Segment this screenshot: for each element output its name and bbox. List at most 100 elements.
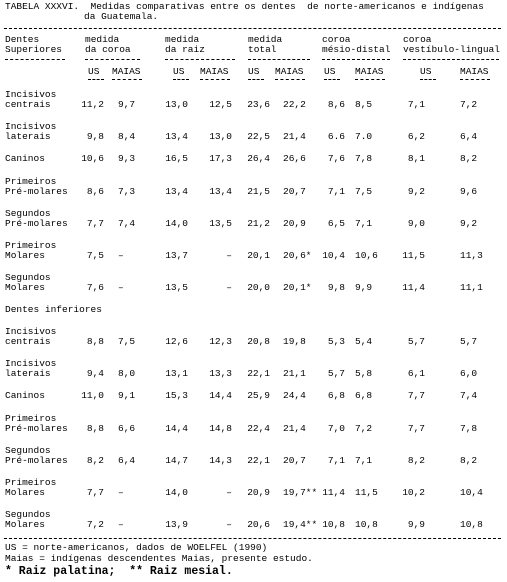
- rule: [355, 79, 385, 80]
- cell: 22,1: [247, 455, 270, 466]
- cell: –: [226, 250, 232, 261]
- cell: 7,7: [407, 423, 425, 434]
- column-subheader: US: [173, 66, 185, 77]
- cell: 11,1: [460, 282, 483, 293]
- column-subheader: MAIAS: [112, 66, 141, 77]
- cell: 13,7: [165, 250, 188, 261]
- rule: [85, 59, 140, 60]
- cell: 8,2: [460, 455, 478, 466]
- row-label: Incisivos: [5, 121, 57, 132]
- cell: 8,2: [460, 153, 478, 164]
- cell: 20,6: [247, 519, 270, 530]
- cell: –: [226, 519, 232, 530]
- cell: 14,3: [209, 455, 232, 466]
- title: TABELA XXXVI. Medidas comparativas entre…: [5, 1, 484, 12]
- cell: 7,6: [327, 153, 345, 164]
- cell: 25,9: [247, 390, 270, 401]
- cell: 7,2: [355, 423, 373, 434]
- rule: [322, 59, 390, 60]
- rule: [324, 79, 340, 80]
- cell: 7,8: [460, 423, 478, 434]
- rule: [4, 538, 501, 539]
- cell: –: [118, 282, 124, 293]
- cell: 14,0: [165, 218, 188, 229]
- cell: 7,8: [355, 153, 373, 164]
- row-label: laterais: [5, 131, 51, 142]
- cell: 10,6: [81, 153, 104, 164]
- cell: 22,1: [247, 368, 270, 379]
- row-label: Pré-molares: [5, 455, 68, 466]
- cell: 13,1: [165, 368, 188, 379]
- rule: [200, 79, 230, 80]
- rule: [165, 59, 235, 60]
- cell: 14,7: [165, 455, 188, 466]
- cell: 13,5: [165, 282, 188, 293]
- cell: 6,8: [355, 390, 373, 401]
- column-subheader: US: [324, 66, 336, 77]
- cell: 11,0: [81, 390, 104, 401]
- cell: 6,4: [118, 455, 136, 466]
- cell: 12,5: [209, 99, 232, 110]
- cell: 8,6: [86, 186, 104, 197]
- cell: 10,8: [460, 519, 483, 530]
- cell: 11,5: [402, 250, 425, 261]
- row-label: centrais: [5, 336, 51, 347]
- column-header: total: [248, 44, 277, 55]
- cell: 14,0: [165, 487, 188, 498]
- row-label: Segundos: [5, 208, 51, 219]
- cell: 10,2: [402, 487, 425, 498]
- row-label: Primeiros: [5, 413, 57, 424]
- cell: 7,1: [407, 99, 425, 110]
- column-header: mésio-distal: [322, 44, 391, 55]
- cell: –: [118, 487, 124, 498]
- row-label: Pré-molares: [5, 218, 68, 229]
- cell: 9,8: [327, 282, 345, 293]
- row-label: Molares: [5, 250, 45, 261]
- rule: [173, 79, 189, 80]
- footnote: Maias = indígenas descendentes Maias, pr…: [5, 553, 313, 564]
- column-header: coroa: [403, 34, 432, 45]
- cell: 13,4: [165, 131, 188, 142]
- cell: 8,8: [86, 336, 104, 347]
- row-label: Primeiros: [5, 477, 57, 488]
- row-label: laterais: [5, 368, 51, 379]
- column-header: medida: [165, 34, 200, 45]
- cell: 7,4: [118, 218, 136, 229]
- cell: 5,8: [355, 368, 373, 379]
- cell: 5,7: [460, 336, 478, 347]
- cell: 8,6: [327, 99, 345, 110]
- cell: 7,6: [86, 282, 104, 293]
- cell: 9,1: [118, 390, 136, 401]
- cell: 13,5: [209, 218, 232, 229]
- cell: 9,9: [355, 282, 373, 293]
- cell: 14,4: [209, 390, 232, 401]
- cell: 21,5: [247, 186, 270, 197]
- row-label: Molares: [5, 519, 45, 530]
- column-header: coroa: [322, 34, 351, 45]
- cell: 21,1: [283, 368, 306, 379]
- row-label: Segundos: [5, 272, 51, 283]
- cell: 8,2: [407, 455, 425, 466]
- cell: 11,3: [460, 250, 483, 261]
- cell: 20,1: [247, 250, 270, 261]
- cell: 7,5: [355, 186, 373, 197]
- cell: 17,3: [209, 153, 232, 164]
- cell: 20,6*: [283, 250, 312, 261]
- cell: 5,7: [407, 336, 425, 347]
- rule: [420, 79, 436, 80]
- row-label: Segundos: [5, 445, 51, 456]
- cell: 5,3: [327, 336, 345, 347]
- cell: 9,8: [86, 131, 104, 142]
- cell: 8,5: [355, 99, 373, 110]
- cell: 10,8: [322, 519, 345, 530]
- column-header: da raiz: [165, 44, 205, 55]
- cell: 20,7: [283, 455, 306, 466]
- column-subheader: MAIAS: [460, 66, 489, 77]
- cell: 7,1: [327, 186, 345, 197]
- cell: 13,4: [209, 186, 232, 197]
- cell: 20,0: [247, 282, 270, 293]
- row-label: Primeiros: [5, 176, 57, 187]
- cell: 6,5: [327, 218, 345, 229]
- cell: 12,6: [165, 336, 188, 347]
- cell: 13,0: [165, 99, 188, 110]
